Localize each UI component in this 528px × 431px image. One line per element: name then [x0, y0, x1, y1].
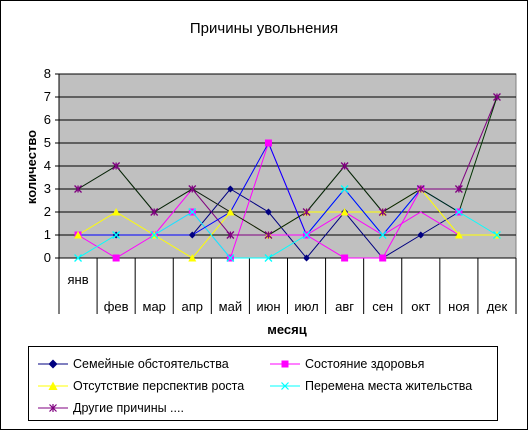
data-point-s5-4: [188, 185, 197, 193]
data-point-s2-6: [264, 139, 272, 147]
x-tick-label: июн: [256, 299, 280, 314]
data-point-s5-7: [302, 208, 311, 216]
data-point-s4-12: [492, 231, 501, 239]
chart-title: Причины увольнения: [190, 20, 338, 37]
data-point-s1-4: [188, 231, 196, 239]
y-tick-label: 8: [44, 66, 51, 81]
legend-swatch-series-1: [38, 359, 68, 369]
legend-label-series-5: Другие причины ....: [73, 401, 184, 415]
x-tick-label: ноя: [448, 299, 469, 314]
legend-swatch-series-3: [38, 381, 68, 390]
data-point-s3-5: [226, 208, 235, 216]
data-point-s4-1: [74, 254, 83, 262]
y-tick-label: 1: [44, 227, 51, 242]
data-point-s3-4: [188, 254, 197, 262]
y-axis-label: количество: [24, 130, 39, 204]
data-point-s2-2: [112, 254, 120, 262]
data-point-s5-5: [226, 231, 235, 239]
legend-label-series-3: Отсутствие перспектив роста: [73, 379, 245, 393]
x-tick-label: май: [219, 299, 242, 314]
data-point-s5-3: [150, 208, 159, 216]
x-tick-label: фев: [104, 299, 129, 314]
legend-item-series-2: Состояние здоровья: [269, 355, 424, 373]
data-point-s4-6: [264, 254, 273, 262]
data-point-s4-4: [188, 208, 197, 216]
y-tick-label: 4: [44, 158, 51, 173]
data-point-s5-11: [454, 185, 463, 193]
data-point-s2-8: [341, 254, 349, 262]
data-point-s1-7: [303, 254, 311, 262]
data-point-s3-1: [74, 231, 83, 239]
y-tick-label: 2: [44, 204, 51, 219]
data-point-s4-7: [302, 231, 311, 239]
x-axis-label: месяц: [267, 322, 306, 337]
data-point-s5-8: [340, 162, 349, 170]
y-tick-label: 6: [44, 112, 51, 127]
y-tick-label: 7: [44, 89, 51, 104]
y-tick-label: 5: [44, 135, 51, 150]
data-point-s1-5: [226, 185, 234, 193]
data-point-s4-2: [112, 231, 121, 239]
data-point-s1-10: [417, 231, 425, 239]
data-point-s1-6: [264, 208, 272, 216]
data-point-s4-5: [226, 254, 235, 262]
legend-item-series-3: Отсутствие перспектив роста: [37, 377, 244, 395]
data-point-s5-2: [112, 162, 121, 170]
data-point-s3-8: [340, 208, 349, 216]
data-point-s5-12: [492, 93, 501, 101]
legend-swatch-series-5: [38, 404, 68, 412]
x-tick-label: июл: [294, 299, 318, 314]
x-tick-label: сен: [372, 299, 393, 314]
data-point-s5-6: [264, 231, 273, 239]
legend: Семейные обстоятельства Состояние здоров…: [28, 346, 498, 421]
y-tick-label: 0: [44, 250, 51, 265]
legend-item-series-1: Семейные обстоятельства: [37, 355, 229, 373]
x-tick-label: авг: [335, 299, 354, 314]
legend-swatch-series-4: [270, 382, 300, 390]
data-point-s3-2: [112, 208, 121, 216]
data-point-s4-11: [454, 208, 463, 216]
legend-label-series-4: Перемена места жительства: [305, 379, 473, 393]
x-tick-label: окт: [411, 299, 430, 314]
data-point-s5-1: [74, 185, 83, 193]
data-point-s4-3: [150, 231, 159, 239]
x-tick-label: янв: [67, 272, 88, 287]
plot-layer: 0 1 2 3 4 5 6 7 8 янв фев мар апр май июн июл авг сен окт н…: [44, 66, 517, 314]
x-tick-label: мар: [143, 299, 166, 314]
data-point-s2-9: [379, 254, 387, 262]
data-point-s5-9: [378, 208, 387, 216]
y-tick-label: 3: [44, 181, 51, 196]
data-point-s4-9: [378, 231, 387, 239]
data-point-s5-10: [416, 185, 425, 193]
data-point-s4-8: [340, 185, 349, 193]
legend-label-series-2: Состояние здоровья: [305, 357, 425, 371]
x-tick-label: апр: [182, 299, 204, 314]
series-line-8: [77, 96, 498, 236]
legend-item-series-5: Другие причины ....: [37, 399, 184, 417]
x-tick-label: дек: [487, 299, 508, 314]
legend-item-series-4: Перемена места жительства: [269, 377, 472, 395]
legend-label-series-1: Семейные обстоятельства: [73, 357, 229, 371]
data-point-s3-11: [454, 231, 463, 239]
legend-swatch-series-2: [270, 360, 300, 368]
